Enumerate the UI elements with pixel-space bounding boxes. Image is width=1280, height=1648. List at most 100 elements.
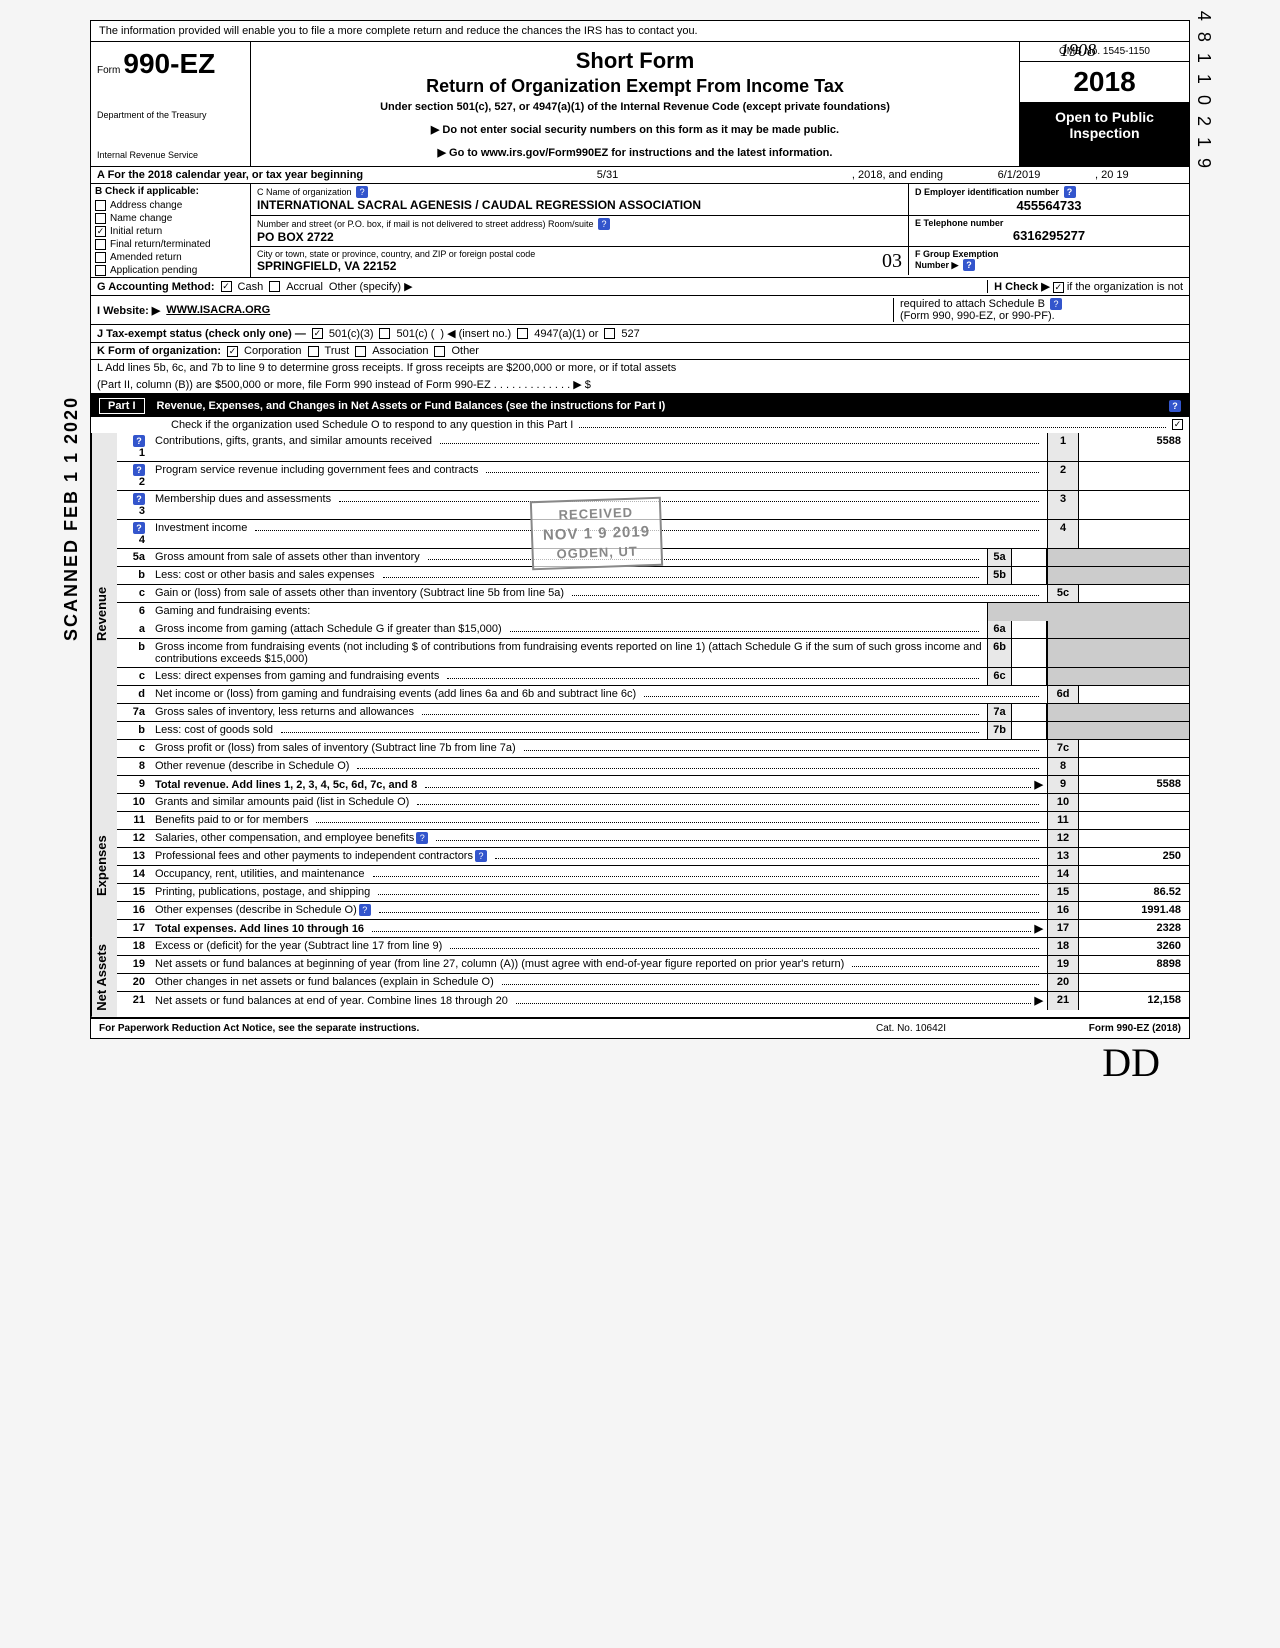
- help-icon[interactable]: ?: [598, 218, 610, 230]
- line-6b: bGross income from fundraising events (n…: [117, 639, 1189, 668]
- line-13: 13Professional fees and other payments t…: [117, 848, 1189, 866]
- header-left: Form 990-EZ Department of the Treasury I…: [91, 42, 251, 166]
- check-initial-return[interactable]: ✓Initial return: [91, 225, 250, 238]
- col-b-checkboxes: B Check if applicable: Address change Na…: [91, 184, 251, 277]
- line-5c: cGain or (loss) from sale of assets othe…: [117, 585, 1189, 603]
- info-grid: B Check if applicable: Address change Na…: [91, 184, 1189, 278]
- header-mid: Short Form Return of Organization Exempt…: [251, 42, 1019, 166]
- help-icon[interactable]: ?: [133, 435, 145, 447]
- signature-initials: DD: [40, 1039, 1240, 1086]
- check-amended[interactable]: Amended return: [91, 251, 250, 264]
- row-i-website: I Website: ▶ WWW.ISACRA.ORG required to …: [91, 296, 1189, 325]
- check-association[interactable]: [355, 346, 366, 357]
- line-10: 10Grants and similar amounts paid (list …: [117, 794, 1189, 812]
- help-icon[interactable]: ?: [416, 832, 428, 844]
- help-icon[interactable]: ?: [359, 904, 371, 916]
- check-corporation[interactable]: ✓: [227, 346, 238, 357]
- help-icon[interactable]: ?: [133, 464, 145, 476]
- help-icon[interactable]: ?: [1050, 298, 1062, 310]
- form-page: SCANNED FEB 1 1 2020 9 4 6 2 5 3 4 8 1 1…: [90, 20, 1190, 1039]
- line-17: 17Total expenses. Add lines 10 through 1…: [117, 920, 1189, 938]
- netassets-section: Net Assets 18Excess or (deficit) for the…: [91, 938, 1189, 1017]
- row-g-h: G Accounting Method: ✓Cash Accrual Other…: [91, 278, 1189, 296]
- line-6c: cLess: direct expenses from gaming and f…: [117, 668, 1189, 686]
- row-l2: (Part II, column (B)) are $500,000 or mo…: [91, 376, 1189, 395]
- line-16: 16Other expenses (describe in Schedule O…: [117, 902, 1189, 920]
- line-6d: dNet income or (loss) from gaming and fu…: [117, 686, 1189, 704]
- help-icon[interactable]: ?: [356, 186, 368, 198]
- public-inspection: Open to Public Inspection: [1020, 103, 1189, 166]
- vertical-code: 9 4 6 2 5 3 4 8 1 1 0 2 1 9: [1193, 0, 1214, 171]
- help-icon[interactable]: ?: [133, 493, 145, 505]
- revenue-section: Revenue ? 1Contributions, gifts, grants,…: [91, 433, 1189, 794]
- check-application-pending[interactable]: Application pending: [91, 264, 250, 277]
- check-final-return[interactable]: Final return/terminated: [91, 238, 250, 251]
- header-right: 1908 OMB No. 1545-1150 20201818 Open to …: [1019, 42, 1189, 166]
- row-l1: L Add lines 5b, 6c, and 7b to line 9 to …: [91, 360, 1189, 376]
- note-ssn: ▶ Do not enter social security numbers o…: [261, 123, 1009, 136]
- phone: 6316295277: [915, 228, 1183, 243]
- check-cash[interactable]: ✓: [221, 281, 232, 292]
- line-19: 19Net assets or fund balances at beginni…: [117, 956, 1189, 974]
- revenue-label: Revenue: [91, 433, 117, 794]
- check-address-change[interactable]: Address change: [91, 199, 250, 212]
- line-6: 6Gaming and fundraising events:: [117, 603, 1189, 621]
- title-return: Return of Organization Exempt From Incom…: [261, 76, 1009, 97]
- scanned-date-stamp: SCANNED FEB 1 1 2020: [61, 396, 82, 641]
- line-12: 12Salaries, other compensation, and empl…: [117, 830, 1189, 848]
- street: PO BOX 2722: [257, 230, 902, 244]
- part1-header: Part I Revenue, Expenses, and Changes in…: [91, 395, 1189, 417]
- check-527[interactable]: [604, 328, 615, 339]
- check-4947[interactable]: [517, 328, 528, 339]
- check-name-change[interactable]: Name change: [91, 212, 250, 225]
- line-6a: aGross income from gaming (attach Schedu…: [117, 621, 1189, 639]
- ein: 455564733: [915, 198, 1183, 213]
- row-k-org-form: K Form of organization: ✓Corporation Tru…: [91, 343, 1189, 360]
- check-accrual[interactable]: [269, 281, 280, 292]
- check-other-org[interactable]: [434, 346, 445, 357]
- expenses-section: Expenses 10Grants and similar amounts pa…: [91, 794, 1189, 938]
- website: WWW.ISACRA.ORG: [166, 304, 270, 316]
- line-15: 15Printing, publications, postage, and s…: [117, 884, 1189, 902]
- footer-form: Form 990-EZ (2018): [1001, 1023, 1181, 1034]
- footer-left: For Paperwork Reduction Act Notice, see …: [99, 1023, 821, 1034]
- org-name: INTERNATIONAL SACRAL AGENESIS / CAUDAL R…: [257, 198, 902, 212]
- omb-box: 1908 OMB No. 1545-1150: [1020, 42, 1189, 62]
- footer-cat: Cat. No. 10642I: [821, 1023, 1001, 1034]
- help-icon[interactable]: ?: [133, 522, 145, 534]
- row-j-tax-status: J Tax-exempt status (check only one) — ✓…: [91, 325, 1189, 343]
- line-11: 11Benefits paid to or for members11: [117, 812, 1189, 830]
- line-1: ? 1Contributions, gifts, grants, and sim…: [117, 433, 1189, 462]
- line-14: 14Occupancy, rent, utilities, and mainte…: [117, 866, 1189, 884]
- street-cell: Number and street (or P.O. box, if mail …: [251, 216, 909, 246]
- line-20: 20Other changes in net assets or fund ba…: [117, 974, 1189, 992]
- footer: For Paperwork Reduction Act Notice, see …: [91, 1017, 1189, 1038]
- help-icon[interactable]: ?: [963, 259, 975, 271]
- line-7c: cGross profit or (loss) from sales of in…: [117, 740, 1189, 758]
- check-trust[interactable]: [308, 346, 319, 357]
- row-a-tax-year: A For the 2018 calendar year, or tax yea…: [91, 167, 1189, 184]
- line-21: 21Net assets or fund balances at end of …: [117, 992, 1189, 1010]
- help-icon[interactable]: ?: [475, 850, 487, 862]
- netassets-label: Net Assets: [91, 938, 117, 1017]
- check-501c[interactable]: [379, 328, 390, 339]
- check-schedule-b[interactable]: ✓: [1053, 282, 1064, 293]
- dept-treasury: Department of the Treasury: [97, 110, 244, 120]
- group-exemption-cell: F Group Exemption Number ▶ ?: [909, 247, 1189, 275]
- help-icon[interactable]: ?: [1169, 400, 1181, 412]
- city-state-zip: SPRINGFIELD, VA 22152: [257, 259, 862, 273]
- part1-num: Part I: [99, 398, 145, 414]
- check-501c3[interactable]: ✓: [312, 328, 323, 339]
- col-cde: C Name of organization ? INTERNATIONAL S…: [251, 184, 1189, 277]
- check-schedule-o[interactable]: ✓: [1172, 419, 1183, 430]
- line-18: 18Excess or (deficit) for the year (Subt…: [117, 938, 1189, 956]
- title-short-form: Short Form: [261, 48, 1009, 74]
- help-icon[interactable]: ?: [1064, 186, 1076, 198]
- line-7a: 7aGross sales of inventory, less returns…: [117, 704, 1189, 722]
- phone-cell: E Telephone number 6316295277: [909, 216, 1189, 246]
- part1-title: Revenue, Expenses, and Changes in Net As…: [157, 400, 1167, 412]
- line-7b: bLess: cost of goods sold7b: [117, 722, 1189, 740]
- line-8: 8Other revenue (describe in Schedule O)8: [117, 758, 1189, 776]
- tax-year: 20201818: [1020, 62, 1189, 103]
- line-5b: bLess: cost or other basis and sales exp…: [117, 567, 1189, 585]
